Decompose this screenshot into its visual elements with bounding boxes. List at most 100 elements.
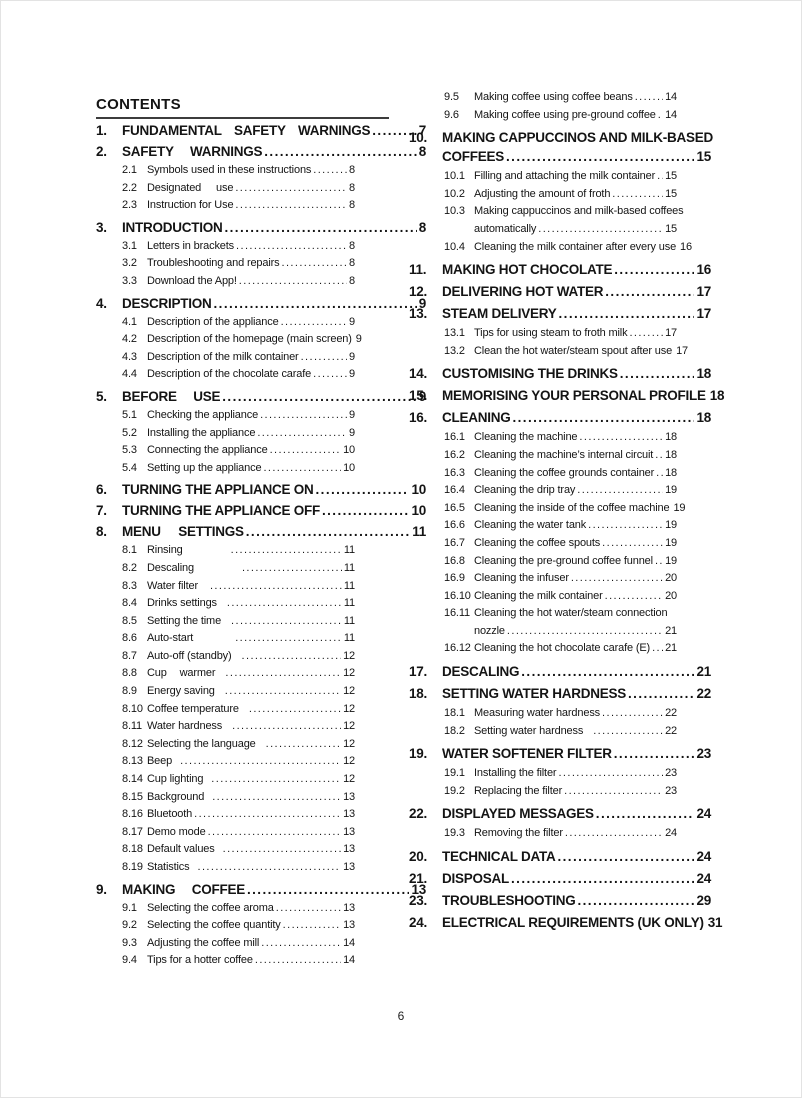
toc-sub-entry[interactable]: 2.2 Designated use 8 [122, 180, 355, 198]
toc-section-entry[interactable]: 12. DELIVERING HOT WATER 17 [409, 284, 711, 300]
toc-sub-entry[interactable]: 19.1 Installing the filter 23 [444, 765, 677, 783]
toc-sub-entry[interactable]: 18.1 Measuring water hardness 22 [444, 705, 677, 723]
toc-section-entry[interactable]: 16. CLEANING 18 [409, 410, 711, 426]
toc-sub-entry[interactable]: 4.3 Description of the milk container 9 [122, 349, 355, 367]
toc-sub-entry[interactable]: 13.2 Clean the hot water/steam spout afte… [444, 343, 688, 361]
toc-sub-entry[interactable]: 18.2 Setting water hardness 22 [444, 723, 677, 741]
toc-section-entry[interactable]: 20. TECHNICAL DATA 24 [409, 849, 711, 865]
toc-sub-entry[interactable]: 16.5 Cleaning the inside of the coffee ma… [444, 500, 686, 518]
toc-sub-entry[interactable]: 10.1 Filling and attaching the milk conta… [444, 168, 677, 186]
toc-sub-entry[interactable]: 3.2 Troubleshooting and repairs 8 [122, 255, 355, 273]
toc-sub-entry[interactable]: automatically 15 [444, 221, 677, 239]
toc-sub-entry[interactable]: 3.3 Download the App! 8 [122, 273, 355, 291]
toc-section-entry[interactable]: 18. SETTING WATER HARDNESS 22 [409, 686, 711, 702]
toc-section-entry[interactable]: 10. MAKING CAPPUCCINOS AND MILK-BASED [409, 130, 713, 146]
toc-sub-entry[interactable]: 16.4 Cleaning the drip tray 19 [444, 482, 677, 500]
toc-entry-title: Auto-start [147, 632, 194, 645]
toc-sub-entry[interactable]: 4.1 Description of the appliance 9 [122, 314, 355, 332]
toc-entry-title: Cup warmer [147, 667, 216, 680]
toc-section-entry[interactable]: 7. TURNING THE APPLIANCE OFF 10 [96, 503, 426, 519]
toc-sub-entry[interactable]: 8.14 Cup lighting 12 [122, 771, 355, 789]
toc-section-entry[interactable]: 11. MAKING HOT CHOCOLATE 16 [409, 262, 711, 278]
toc-section-entry[interactable]: 13. STEAM DELIVERY 17 [409, 306, 711, 322]
toc-sub-entry[interactable]: 16.12 Cleaning the hot chocolate carafe (… [444, 640, 677, 658]
toc-sub-entry[interactable]: 9.4 Tips for a hotter coffee 14 [122, 952, 355, 970]
toc-sub-entry[interactable]: 13.1 Tips for using steam to froth milk 17 [444, 325, 677, 343]
toc-entry-page: 10 [343, 461, 355, 474]
toc-entry-number: 19.1 [444, 767, 465, 780]
toc-sub-entry[interactable]: 4.2 Description of the homepage (main scr… [122, 331, 362, 349]
toc-sub-entry[interactable]: 8.3 Water filter 11 [122, 578, 355, 596]
toc-sub-entry[interactable]: 8.12 Selecting the language 12 [122, 736, 355, 754]
toc-entry-title: Removing the filter [474, 827, 563, 840]
toc-sub-entry[interactable]: 8.8 Cup warmer 12 [122, 665, 355, 683]
toc-sub-entry[interactable]: 19.2 Replacing the filter 23 [444, 783, 677, 801]
dot-leader [237, 273, 347, 291]
toc-section-entry[interactable]: 14. CUSTOMISING THE DRINKS 18 [409, 366, 711, 382]
toc-section-entry[interactable]: 6. TURNING THE APPLIANCE ON 10 [96, 482, 426, 498]
toc-sub-entry[interactable]: 9.2 Selecting the coffee quantity 13 [122, 917, 355, 935]
toc-sub-entry[interactable]: 8.4 Drinks settings 11 [122, 595, 355, 613]
toc-sub-entry[interactable]: 4.4 Description of the chocolate carafe 9 [122, 366, 355, 384]
toc-entry-number: 3.2 [122, 257, 137, 270]
toc-sub-entry[interactable]: 8.5 Setting the time 11 [122, 613, 355, 631]
toc-sub-entry[interactable]: 16.3 Cleaning the coffee grounds containe… [444, 465, 677, 483]
toc-sub-entry[interactable]: 9.3 Adjusting the coffee mill 14 [122, 935, 355, 953]
toc-sub-entry[interactable]: 9.1 Selecting the coffee aroma 13 [122, 900, 355, 918]
toc-section-entry[interactable]: 4. DESCRIPTION 9 [96, 296, 426, 312]
toc-sub-entry[interactable]: 8.16 Bluetooth 13 [122, 806, 355, 824]
toc-sub-entry[interactable]: 19.3 Removing the filter 24 [444, 825, 677, 843]
toc-sub-entry[interactable]: 8.18 Default values 13 [122, 841, 355, 859]
toc-section-entry[interactable]: 22. DISPLAYED MESSAGES 24 [409, 806, 711, 822]
toc-section-entry[interactable]: 24. ELECTRICAL REQUIREMENTS (UK ONLY)31 [409, 915, 723, 931]
toc-sub-entry[interactable]: 16.8 Cleaning the pre-ground coffee funne… [444, 553, 677, 571]
toc-section-entry[interactable]: 5. BEFORE USE 9 [96, 389, 426, 405]
toc-entry-title: MAKING COFFEE [122, 881, 245, 897]
toc-sub-entry[interactable]: 10.3 Making cappuccinos and milk-based co… [444, 203, 684, 221]
toc-sub-entry[interactable]: 5.1 Checking the appliance 9 [122, 407, 355, 425]
toc-sub-entry[interactable]: 8.11 Water hardness 12 [122, 718, 355, 736]
toc-sub-entry[interactable]: 16.6 Cleaning the water tank 19 [444, 517, 677, 535]
toc-sub-entry[interactable]: 16.11 Cleaning the hot water/steam connec… [444, 605, 677, 623]
toc-sub-entry[interactable]: 8.13 Beep 12 [122, 753, 355, 771]
toc-section-entry[interactable]: 19. WATER SOFTENER FILTER 23 [409, 746, 711, 762]
toc-section-entry[interactable]: 3. INTRODUCTION 8 [96, 220, 426, 236]
toc-sub-entry[interactable]: 8.17 Demo mode 13 [122, 824, 355, 842]
toc-sub-entry[interactable]: 8.19 Statistics 13 [122, 859, 355, 877]
toc-entry-number: 4.3 [122, 350, 137, 363]
toc-sub-entry[interactable]: 10.2 Adjusting the amount of froth 15 [444, 186, 677, 204]
toc-sub-entry[interactable]: nozzle 21 [444, 623, 677, 641]
toc-sub-entry[interactable]: 8.7 Auto-off (standby) 12 [122, 648, 355, 666]
toc-section-entry[interactable]: 21. DISPOSAL 24 [409, 871, 711, 887]
toc-entry-number: 8.13 [122, 755, 143, 768]
toc-section-entry[interactable]: 8. MENU SETTINGS 11 [96, 524, 426, 540]
toc-section-entry[interactable]: 2. SAFETY WARNINGS 8 [96, 144, 426, 160]
toc-sub-entry[interactable]: 16.7 Cleaning the coffee spouts 19 [444, 535, 677, 553]
toc-section-entry[interactable]: 23. TROUBLESHOOTING 29 [409, 893, 711, 909]
toc-sub-entry[interactable]: 5.4 Setting up the appliance 10 [122, 460, 355, 478]
toc-section-entry[interactable]: 15. MEMORISING YOUR PERSONAL PROFILE18 [409, 388, 725, 404]
toc-section-entry[interactable]: COFFEES 15 [409, 149, 711, 165]
toc-sub-entry[interactable]: 8.6 Auto-start 11 [122, 630, 355, 648]
toc-sub-entry[interactable]: 2.1 Symbols used in these instructions 8 [122, 162, 355, 180]
toc-sub-entry[interactable]: 8.9 Energy saving 12 [122, 683, 355, 701]
toc-section-entry[interactable]: 1. FUNDAMENTAL SAFETY WARNINGS 7 [96, 123, 426, 139]
toc-sub-entry[interactable]: 5.2 Installing the appliance 9 [122, 425, 355, 443]
toc-sub-entry[interactable]: 16.1 Cleaning the machine 18 [444, 429, 677, 447]
toc-sub-entry[interactable]: 2.3 Instruction for Use 8 [122, 197, 355, 215]
toc-section-entry[interactable]: 9. MAKING COFFEE 13 [96, 882, 426, 898]
toc-sub-entry[interactable]: 16.2 Cleaning the machine’s internal circ… [444, 447, 677, 465]
toc-sub-entry[interactable]: 5.3 Connecting the appliance 10 [122, 442, 355, 460]
toc-sub-entry[interactable]: 8.1 Rinsing 11 [122, 542, 355, 560]
toc-sub-entry[interactable]: 16.9 Cleaning the infuser 20 [444, 570, 677, 588]
toc-sub-entry[interactable]: 9.5 Making coffee using coffee beans 14 [444, 89, 677, 107]
toc-sub-entry[interactable]: 8.15 Background 13 [122, 789, 355, 807]
toc-sub-entry[interactable]: 10.4 Cleaning the milk container after ev… [444, 239, 692, 257]
toc-sub-entry[interactable]: 8.10 Coffee temperature 12 [122, 701, 355, 719]
toc-sub-entry[interactable]: 9.6 Making coffee using pre-ground coffee… [444, 107, 677, 125]
toc-section-entry[interactable]: 17. DESCALING 21 [409, 664, 711, 680]
toc-sub-entry[interactable]: 3.1 Letters in brackets 8 [122, 238, 355, 256]
dot-leader [556, 765, 663, 783]
toc-sub-entry[interactable]: 8.2 Descaling 11 [122, 560, 355, 578]
